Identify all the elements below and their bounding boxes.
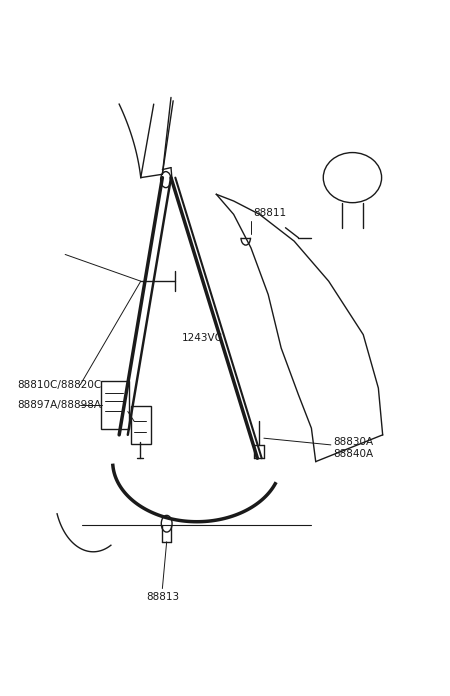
Text: 88830A: 88830A: [333, 436, 373, 447]
Text: 88897A/88898A: 88897A/88898A: [18, 400, 102, 410]
Text: 88813: 88813: [146, 592, 179, 602]
Text: 1243VC: 1243VC: [182, 333, 223, 343]
Text: 88811: 88811: [253, 207, 286, 218]
Text: 88840A: 88840A: [333, 448, 373, 459]
Text: 88810C/88820C: 88810C/88820C: [18, 380, 102, 390]
